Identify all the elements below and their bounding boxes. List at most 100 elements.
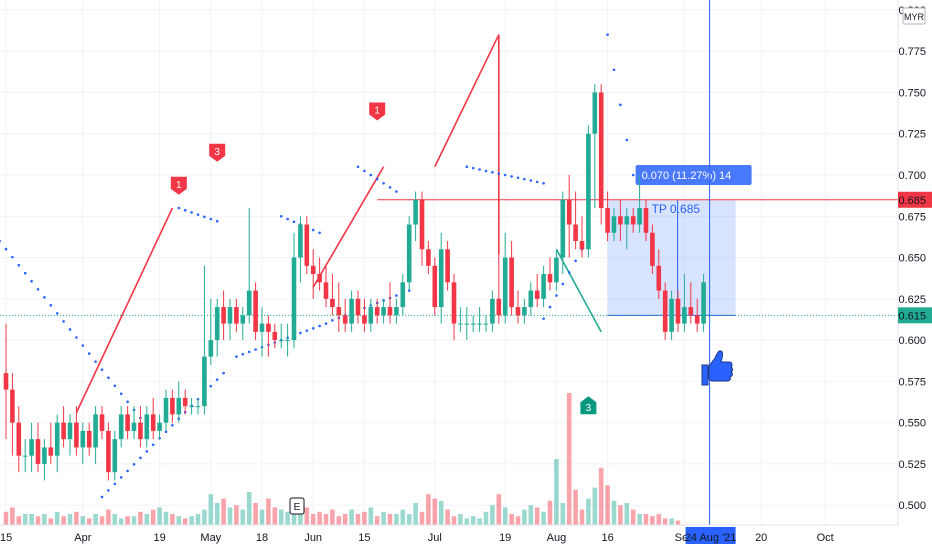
sar-dot [535,180,539,184]
sar-dot [612,68,616,72]
trend-line [75,207,174,414]
candle-body [189,406,194,408]
sar-dot [478,168,481,171]
sar-dot [62,320,65,323]
volume-bar [99,516,105,525]
parabolic-sar [0,33,635,499]
volume-bar [131,516,137,525]
volume-bar [374,516,380,525]
volume-bar [291,511,297,525]
events-icon-label: E [294,502,301,513]
volume-bar [541,511,546,525]
time-tick-label: 20 [755,532,767,544]
time-tick-label: 18 [256,532,268,544]
volume-bar [112,514,118,525]
candle-body [227,307,233,324]
sar-dot [43,296,46,299]
candle-body [598,92,604,209]
volume-bar [310,514,316,525]
sar-dot [465,165,469,169]
sar-dot [68,328,72,331]
candle-body [208,340,214,357]
volume-bar [624,503,630,525]
volume-bar [394,514,399,525]
candle-body [362,315,367,324]
candle-body [272,331,278,341]
volume-bar [246,492,252,525]
candle-body [234,307,239,324]
volume-bar [170,514,175,525]
sar-dot [625,138,629,142]
signal-marker[interactable] [209,143,226,162]
price-tick-label: 0.650 [898,253,926,265]
currency-badge[interactable] [902,7,926,25]
signal-marker[interactable] [580,396,597,415]
candle-body [643,208,649,233]
candle-body [221,307,226,324]
sar-dot [215,219,219,223]
volume-bar [317,511,322,525]
candle-body [560,199,566,258]
volume-bar [22,514,28,525]
volume-bar [298,505,303,525]
volume-bars [3,393,681,525]
volume-bar [426,494,431,525]
candle-body [99,414,105,431]
thumbs-up-icon [701,350,733,386]
candle-body [624,216,630,225]
sar-dot [241,352,245,356]
price-axis[interactable]: 0.8000.7750.7500.7250.7000.6750.6500.625… [897,0,932,550]
candle-body [394,307,399,316]
currency-label: MYR [904,12,925,22]
volume-bar [227,507,233,525]
signal-marker-label: 3 [214,147,220,158]
signal-marker[interactable] [369,102,386,121]
candle-body [522,307,527,316]
volume-bar [413,503,418,525]
volume-bar [470,516,476,525]
volume-bar [202,509,207,525]
candle-body [605,208,610,233]
volume-bar [547,500,553,525]
thumbs-up-cuff [701,364,709,386]
sar-dot [548,305,552,309]
sar-dot [113,482,117,486]
candles [3,84,706,481]
volume-bar [560,503,566,525]
volume-bar [362,511,367,525]
volume-bar [214,503,220,525]
sar-dot [388,186,392,189]
sar-dot [606,33,609,36]
target-box[interactable]: TP 0.685 0.070 (11.27%) 14 [607,165,752,316]
candle-body [515,307,521,316]
signal-marker[interactable] [170,176,187,195]
trend-line [312,166,385,288]
candle-body [464,323,470,325]
candle-body [240,315,246,324]
time-tick-label: Apr [74,532,91,544]
volume-bar [182,518,188,525]
time-tick-label: May [200,532,221,544]
candle-body [682,307,687,324]
sar-dot [523,177,526,181]
candle-body [74,422,79,448]
volume-bar [656,514,662,525]
volume-bar [605,485,610,525]
candle-body [317,274,322,283]
trend-line [555,248,602,333]
tp-label: TP 0.685 [652,202,701,216]
signal-marker-label: 3 [586,403,592,414]
volume-bar [118,518,124,525]
sar-dot [119,392,123,396]
sar-dot [203,215,206,219]
volume-bar [618,505,623,525]
thumbs-up-hand [708,350,733,382]
events-icon[interactable] [289,497,305,515]
sar-dot [484,169,488,173]
candle-body [298,224,303,258]
signal-marker-label: 1 [374,106,380,117]
sar-dot [75,336,78,339]
